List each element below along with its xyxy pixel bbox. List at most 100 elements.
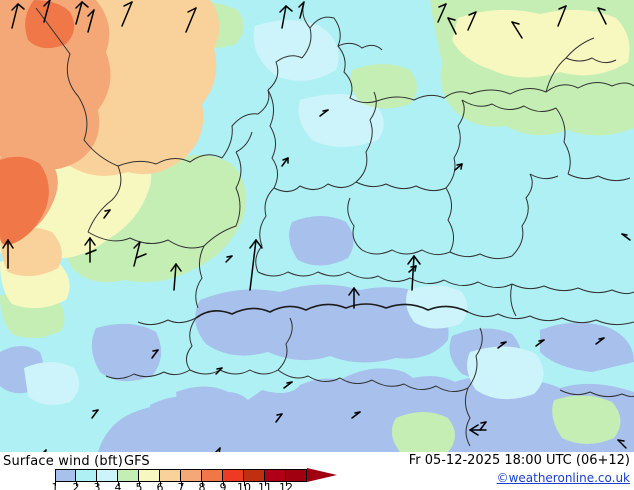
wind-barb [103,209,111,219]
color-swatch-1 [55,469,76,482]
scale-tick-label-9: 9 [219,481,227,490]
field-bft4-ne-green [552,395,621,444]
color-swatch-6 [160,469,181,482]
wind-barb [557,5,567,27]
scale-tick-label-12: 12 [279,481,293,490]
wind-barb [279,5,293,29]
wind-barb [11,3,25,29]
scale-tick-10 [244,482,245,486]
wind-barb [597,7,607,25]
color-swatch-8 [202,469,223,482]
scale-tick-label-10: 10 [237,481,251,490]
wind-barb [298,1,305,19]
wind-barb [185,7,197,33]
wind-barb [151,349,159,359]
scale-tick-11 [265,482,266,486]
field-bft1-ne [540,322,634,372]
wind-barb [479,421,487,431]
color-swatch-11 [265,469,286,482]
scale-tick-9 [223,482,224,486]
wind-barb [407,255,421,291]
wind-barb [84,237,97,263]
field-bft3-sw [24,362,80,405]
field-bft3-balt [298,94,384,147]
scale-tick-5 [139,482,140,486]
field-bft8-core [0,156,49,245]
wind-barb [43,0,51,23]
wind-barb [617,439,627,449]
wind-barb [249,239,263,291]
legend-title: Surface wind (bft) [3,454,123,469]
wind-barb [511,21,523,39]
scale-tick-label-6: 6 [156,481,164,490]
color-scale-swatches [55,469,307,482]
wind-barb [133,241,147,267]
wind-barb [2,239,14,269]
color-swatch-3 [97,469,118,482]
wind-barb [283,381,293,389]
wind-barb [170,263,182,291]
color-swatch-5 [139,469,160,482]
map-borders [35,3,634,447]
scale-tick-label-5: 5 [135,481,143,490]
copyright-link[interactable]: ©weatheronline.co.uk [496,471,630,485]
scale-tick-4 [118,482,119,486]
scale-tick-7 [181,482,182,486]
color-swatch-7 [181,469,202,482]
scale-tick-12 [286,482,287,486]
scale-tick-3 [97,482,98,486]
color-swatch-2 [76,469,97,482]
wind-barb [42,449,47,452]
wind-barb [275,413,283,423]
color-scale[interactable]: 1 2 3 4 5 6 7 8 9 10 11 12 [51,468,337,490]
forecast-datetime: Fr 05-12-2025 18:00 UTC (06+12) [408,453,630,468]
wind-barbs [2,0,631,452]
scale-tick-label-3: 3 [93,481,101,490]
wind-barb [408,265,417,273]
scale-tick-6 [160,482,161,486]
scale-tick-label-4: 4 [114,481,122,490]
scale-tick-1 [55,482,56,486]
wind-barb [348,287,360,309]
field-bft3-se [467,346,544,400]
wind-barb [75,1,89,25]
wind-barb [497,341,507,349]
field-bft3-north [253,20,339,81]
scale-tick-label-1: 1 [51,481,59,490]
field-bft1-alps [195,284,449,363]
color-swatch-10 [244,469,265,482]
wind-barb [214,447,221,452]
color-swatch-12 [286,469,307,482]
wind-barb [595,337,605,345]
wind-barb [535,339,545,347]
wind-barb [225,255,233,263]
field-bft4-italy-green [391,412,455,452]
wind-barb [621,233,631,241]
wind-barb [121,1,133,27]
scale-tick-8 [202,482,203,486]
wind-barb [91,409,99,419]
weather-map-canvas[interactable] [0,0,634,452]
wind-barb [351,411,361,419]
scale-tick-label-2: 2 [72,481,80,490]
legend-model-label: GFS [124,454,150,469]
field-bft8-top [25,0,75,49]
legend-footer: Surface wind (bft) GFS 1 2 3 4 5 6 7 8 9 10 11 12 F… [0,452,634,490]
scale-tick-label-8: 8 [198,481,206,490]
wind-barb [454,163,463,171]
wind-barb [467,11,477,31]
field-bft1-dd [289,216,354,266]
scale-tick-label-7: 7 [177,481,185,490]
wind-barb [469,424,487,436]
color-scale-arrow-end [307,468,337,482]
field-bft1-sw2 [176,386,238,436]
wind-barb [437,3,447,23]
color-swatch-4 [118,469,139,482]
wind-barb [447,17,457,35]
wind-barb [215,367,223,375]
wind-barb [87,9,95,33]
scale-tick-label-11: 11 [258,481,272,490]
scale-tick-2 [76,482,77,486]
color-swatch-9 [223,469,244,482]
